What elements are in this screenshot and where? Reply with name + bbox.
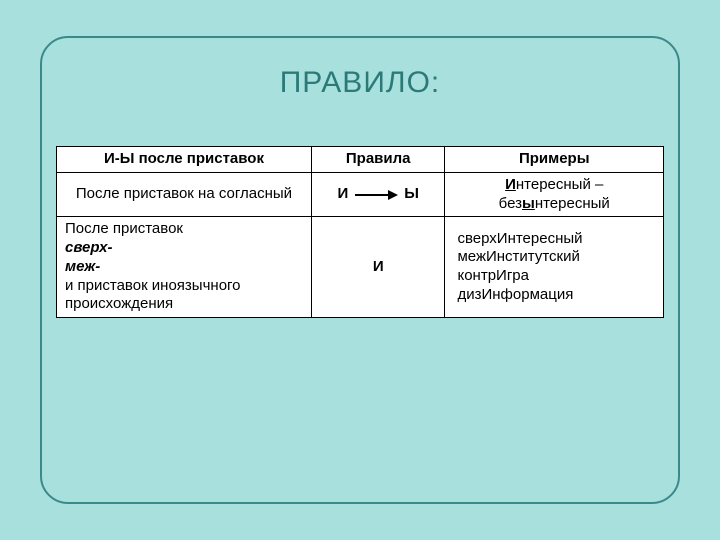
ctx2-line-1: сверх-: [65, 239, 113, 256]
cell-examples-1: Интересный – безынтересный: [445, 172, 664, 217]
rule-from: И: [337, 185, 348, 204]
slide-title: ПРАВИЛО:: [42, 66, 678, 100]
cell-examples-2: сверхИнтересный межИнститутский контрИгр…: [445, 217, 664, 318]
ex1-part-0: И: [505, 176, 516, 193]
ctx2-line-3: и приставок иноязычного происхождения: [65, 277, 241, 313]
slide-card: ПРАВИЛО: И-Ы после приставок Правила При…: [40, 36, 680, 504]
rules-table-wrap: И-Ы после приставок Правила Примеры Посл…: [56, 146, 664, 318]
cell-context-1: После приставок на согласный: [57, 172, 312, 217]
ctx2-line-2: меж-: [65, 258, 100, 275]
table-row: После приставок сверх- меж- и приставок …: [57, 217, 664, 318]
table-row: После приставок на согласный И Ы Инте: [57, 172, 664, 217]
rule-to: Ы: [404, 185, 419, 204]
col-header-2: Правила: [311, 147, 445, 173]
rules-table: И-Ы после приставок Правила Примеры Посл…: [56, 146, 664, 318]
col-header-1: И-Ы после приставок: [57, 147, 312, 173]
col-header-3: Примеры: [445, 147, 664, 173]
rule-arrow-transform: И Ы: [337, 185, 418, 204]
ex2-line-1: межИнститутский: [457, 248, 579, 265]
cell-rule-2: И: [311, 217, 445, 318]
rule-single: И: [373, 258, 384, 275]
ex2-line-3: дизИнформация: [457, 286, 573, 303]
cell-rule-1: И Ы: [311, 172, 445, 217]
cell-context-2: После приставок сверх- меж- и приставок …: [57, 217, 312, 318]
arrow-icon: [354, 188, 398, 202]
table-header-row: И-Ы после приставок Правила Примеры: [57, 147, 664, 173]
ex1-part-3: нтересный: [535, 195, 610, 212]
ex1-part-2: ы: [522, 195, 535, 212]
ex2-line-2: контрИгра: [457, 267, 529, 284]
ex2-line-0: сверхИнтересный: [457, 230, 582, 247]
ctx2-line-0: После приставок: [65, 220, 183, 237]
